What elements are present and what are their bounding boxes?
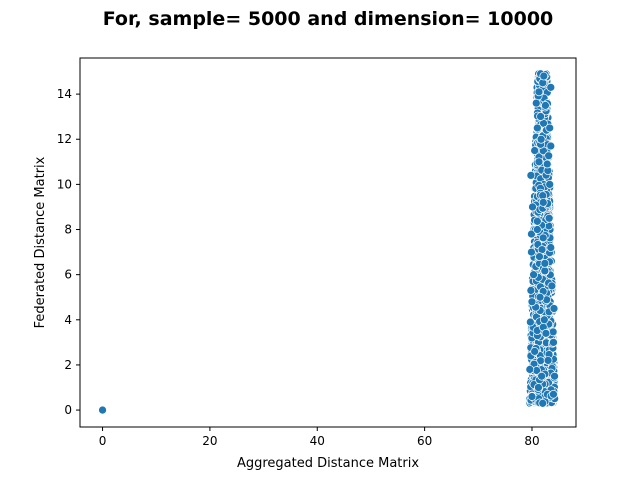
data-point — [536, 134, 546, 144]
data-point — [530, 146, 540, 155]
data-point — [533, 225, 542, 234]
data-point — [527, 247, 536, 257]
data-point — [98, 405, 107, 415]
x-axis-ticks: 0 20 40 60 80 — [99, 427, 540, 448]
x-tick-label: 80 — [524, 434, 539, 448]
data-point — [549, 304, 559, 313]
cluster-point — [542, 159, 552, 169]
data-point — [530, 347, 540, 356]
y-tick-label: 10 — [57, 177, 72, 191]
x-tick-label: 60 — [417, 434, 432, 448]
x-tick-label: 0 — [99, 434, 107, 448]
cluster-point — [544, 151, 554, 161]
data-point — [535, 252, 544, 261]
y-tick-label: 12 — [57, 132, 72, 146]
data-point — [535, 292, 545, 302]
data-point — [527, 392, 537, 401]
y-tick-label: 0 — [64, 403, 72, 417]
data-point — [526, 286, 536, 295]
data-point — [533, 123, 542, 133]
data-point — [546, 141, 556, 151]
y-tick-label: 2 — [64, 358, 72, 372]
data-point — [545, 123, 555, 133]
x-axis-label: Aggregated Distance Matrix — [237, 456, 419, 471]
x-tick-label: 20 — [202, 434, 217, 448]
data-point — [544, 213, 554, 223]
data-point — [549, 338, 558, 347]
y-tick-label: 4 — [64, 313, 72, 327]
data-point — [527, 297, 537, 307]
data-point — [539, 315, 549, 325]
y-axis-ticks: 0 2 4 6 8 10 12 14 — [57, 87, 80, 417]
plot-frame — [79, 57, 577, 428]
data-point — [541, 101, 550, 110]
data-point — [540, 259, 550, 268]
data-point — [531, 98, 541, 108]
y-tick-label: 6 — [64, 268, 72, 282]
data-point — [538, 198, 548, 207]
data-point — [550, 371, 559, 381]
data-point — [534, 157, 544, 167]
cluster-point — [540, 266, 550, 276]
data-point — [546, 82, 556, 92]
data-point — [534, 383, 543, 392]
data-point — [543, 356, 553, 365]
cluster-point — [538, 233, 548, 243]
data-point — [549, 389, 558, 399]
data-point — [538, 398, 548, 408]
data-point — [545, 180, 555, 189]
data-point — [547, 281, 557, 291]
x-tick-label: 40 — [310, 434, 325, 448]
data-points — [98, 69, 560, 415]
data-point — [525, 365, 535, 374]
data-point — [534, 87, 544, 97]
data-point — [546, 243, 556, 252]
data-point — [539, 71, 549, 81]
data-point — [526, 171, 536, 180]
y-tick-label: 14 — [57, 87, 72, 101]
chart-title: For, sample= 5000 and dimension= 10000 — [102, 8, 554, 30]
data-point — [526, 317, 535, 327]
y-tick-label: 8 — [64, 223, 72, 237]
data-point — [537, 371, 546, 381]
cluster-point — [548, 327, 558, 337]
data-point — [529, 270, 538, 280]
data-point — [541, 328, 551, 338]
cluster-point — [536, 112, 545, 121]
data-point — [528, 202, 537, 212]
cluster-point — [532, 216, 542, 226]
y-axis-label: Federated Distance Matrix — [33, 156, 48, 328]
data-point — [527, 229, 536, 239]
